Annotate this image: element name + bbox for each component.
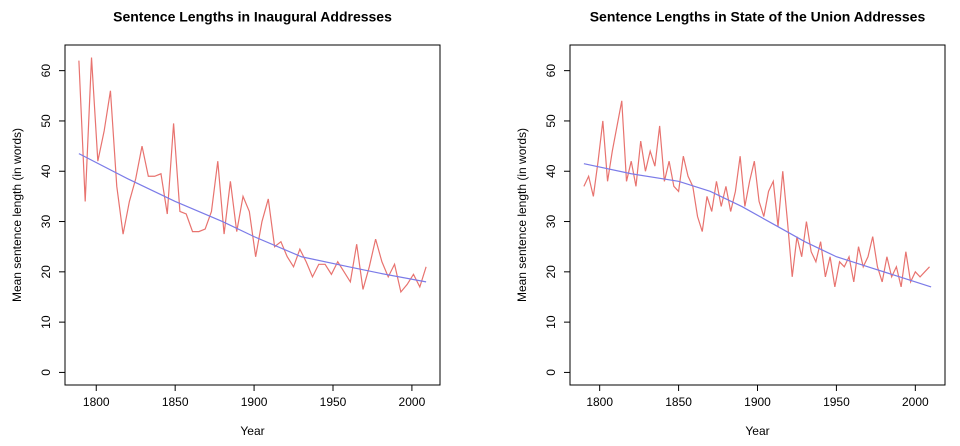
y-tick-label: 60: [544, 64, 558, 78]
chart-title: Sentence Lengths in State of the Union A…: [590, 9, 926, 25]
x-tick-label: 2000: [399, 395, 426, 409]
y-tick-label: 20: [39, 265, 53, 279]
x-tick-label: 1950: [320, 395, 347, 409]
x-tick-label: 1850: [162, 395, 189, 409]
y-tick-label: 40: [544, 164, 558, 178]
x-tick-label: 1950: [823, 395, 850, 409]
y-tick-label: 0: [544, 369, 558, 376]
y-tick-label: 20: [544, 265, 558, 279]
y-axis-label: Mean sentence length (in words): [10, 128, 24, 302]
y-tick-label: 10: [544, 315, 558, 329]
x-tick-label: 1900: [241, 395, 268, 409]
x-tick-label: 2000: [902, 395, 929, 409]
y-tick-label: 0: [39, 369, 53, 376]
chart-title: Sentence Lengths in Inaugural Addresses: [113, 9, 392, 25]
plot-frame: [64, 44, 441, 386]
y-tick-label: 50: [544, 114, 558, 128]
x-tick-label: 1800: [586, 395, 613, 409]
x-tick-label: 1900: [744, 395, 771, 409]
data-line: [78, 57, 427, 294]
y-tick-label: 10: [39, 315, 53, 329]
y-tick-label: 50: [39, 114, 53, 128]
y-tick-label: 40: [39, 164, 53, 178]
y-tick-label: 30: [39, 215, 53, 229]
x-tick-label: 1800: [83, 395, 110, 409]
y-tick-label: 30: [544, 215, 558, 229]
x-tick-label: 1850: [665, 395, 692, 409]
trend-line: [583, 163, 932, 288]
x-axis-label: Year: [745, 424, 769, 438]
x-axis-label: Year: [240, 424, 264, 438]
trend-line: [78, 153, 427, 283]
y-axis-label: Mean sentence length (in words): [515, 128, 529, 302]
data-line: [583, 100, 930, 288]
y-tick-label: 60: [39, 64, 53, 78]
